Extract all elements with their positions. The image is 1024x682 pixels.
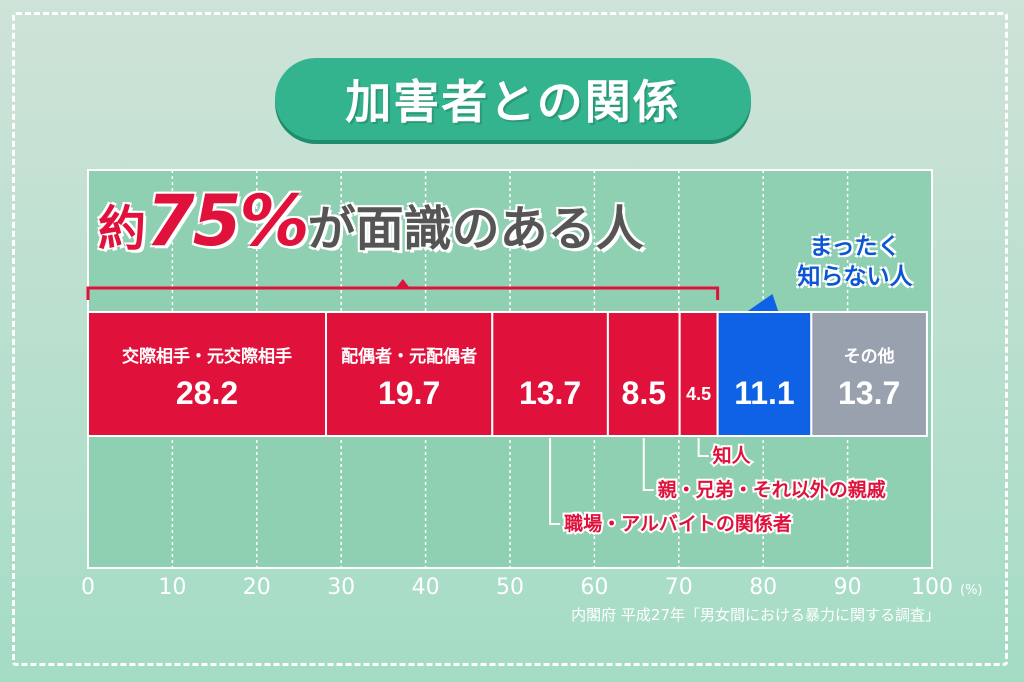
title-banner: 加害者との関係 (275, 58, 751, 140)
unknown-callout-label: まったく 知らない人 (770, 232, 940, 292)
x-tick-label: 50 (496, 575, 524, 600)
callout-leader (642, 438, 654, 491)
callout-label: 親・兄弟・それ以外の親戚 (658, 478, 886, 501)
bar-category-label: その他 (844, 346, 895, 367)
bar-category-label: 配偶者・元配偶者 (341, 346, 477, 367)
x-tick-label: 20 (243, 575, 271, 600)
x-axis-unit: (%) (960, 583, 983, 598)
bar-category-label: 交際相手・元交際相手 (122, 346, 292, 367)
bracket-pointer (395, 279, 410, 288)
x-tick-label: 60 (580, 575, 608, 600)
bar-segment (325, 311, 494, 437)
bar-value-label: 4.5 (686, 384, 711, 404)
bar-segment (716, 311, 813, 437)
bar-value-label: 13.7 (838, 375, 900, 411)
bar-segment (810, 311, 928, 437)
unknown-pointer (746, 294, 779, 312)
x-tick-label: 80 (749, 575, 777, 600)
callout-leader (549, 438, 561, 525)
x-tick-label: 0 (81, 575, 95, 600)
bar-value-label: 19.7 (378, 375, 440, 411)
headline-approx: 約 (98, 201, 147, 257)
bar-segment (678, 311, 719, 437)
bar-segment (87, 311, 328, 437)
dashed-frame (12, 12, 1008, 666)
bar-value-label: 11.1 (734, 375, 795, 411)
bar-value-label: 13.7 (519, 375, 581, 411)
bar-value-label: 28.2 (176, 375, 238, 411)
headline-rest: が面識のある人 (307, 201, 644, 257)
bar-segment (606, 311, 681, 437)
callout-leader (697, 438, 709, 457)
bar-segment (491, 311, 609, 437)
page-title: 加害者との関係 (345, 75, 681, 129)
headline: 約75%が面識のある人 (98, 180, 644, 270)
x-tick-label: 100 (911, 575, 953, 600)
x-tick-label: 40 (412, 575, 440, 600)
callout-label: 職場・アルバイトの関係者 (564, 512, 792, 535)
bar-value-label: 8.5 (622, 375, 666, 411)
unknown-label-line-2: 知らない人 (797, 264, 913, 290)
headline-percent: 75% (146, 180, 310, 262)
x-tick-label: 10 (158, 575, 186, 600)
source-note: 内閣府 平成27年「男女間における暴力に関する調査」 (571, 606, 940, 624)
callout-label: 知人 (713, 444, 752, 467)
x-tick-label: 30 (327, 575, 355, 600)
x-tick-label: 70 (665, 575, 693, 600)
x-tick-label: 90 (834, 575, 862, 600)
unknown-label-line-1: まったく (809, 234, 901, 260)
